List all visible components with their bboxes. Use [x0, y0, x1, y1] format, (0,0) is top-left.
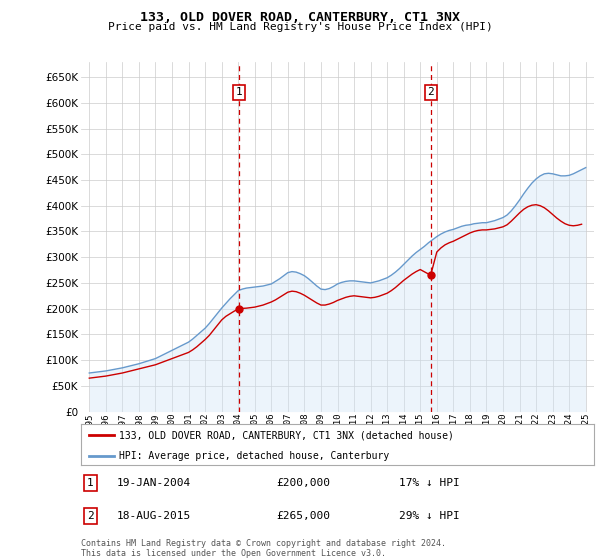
Text: 2: 2	[427, 87, 434, 97]
Text: 19-JAN-2004: 19-JAN-2004	[117, 478, 191, 488]
Text: 1: 1	[87, 478, 94, 488]
Text: Price paid vs. HM Land Registry's House Price Index (HPI): Price paid vs. HM Land Registry's House …	[107, 22, 493, 32]
Text: 133, OLD DOVER ROAD, CANTERBURY, CT1 3NX (detached house): 133, OLD DOVER ROAD, CANTERBURY, CT1 3NX…	[119, 431, 454, 440]
Text: 29% ↓ HPI: 29% ↓ HPI	[399, 511, 460, 521]
Text: 133, OLD DOVER ROAD, CANTERBURY, CT1 3NX: 133, OLD DOVER ROAD, CANTERBURY, CT1 3NX	[140, 11, 460, 24]
Text: 2: 2	[87, 511, 94, 521]
Text: HPI: Average price, detached house, Canterbury: HPI: Average price, detached house, Cant…	[119, 451, 390, 461]
Text: £200,000: £200,000	[276, 478, 330, 488]
Text: 17% ↓ HPI: 17% ↓ HPI	[399, 478, 460, 488]
Text: 18-AUG-2015: 18-AUG-2015	[117, 511, 191, 521]
Text: 1: 1	[236, 87, 242, 97]
Text: Contains HM Land Registry data © Crown copyright and database right 2024.
This d: Contains HM Land Registry data © Crown c…	[81, 539, 446, 558]
Text: £265,000: £265,000	[276, 511, 330, 521]
